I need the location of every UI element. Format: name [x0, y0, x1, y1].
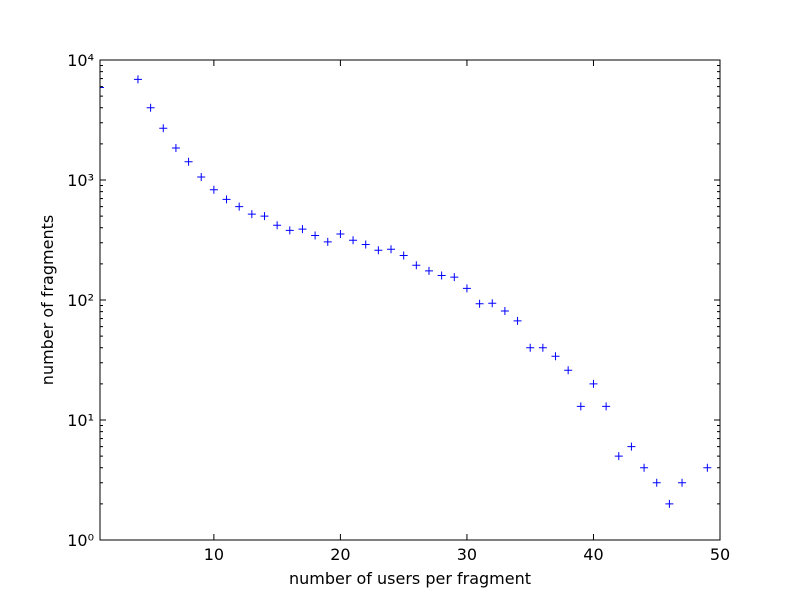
data-point [640, 463, 649, 472]
y-axis-label: number of fragments [38, 215, 57, 385]
data-point [197, 172, 206, 181]
data-point [500, 306, 509, 315]
data-point [184, 157, 193, 166]
data-point [538, 343, 547, 352]
data-point [564, 366, 573, 375]
data-point [323, 237, 332, 246]
data-point [462, 284, 471, 293]
data-point [589, 379, 598, 388]
y-tick-label: 10³ [67, 171, 94, 190]
data-point [146, 103, 155, 112]
data-point [665, 499, 674, 508]
data-point [374, 246, 383, 255]
data-point [222, 195, 231, 204]
data-point [576, 402, 585, 411]
x-tick-label: 40 [583, 545, 603, 564]
data-point [133, 75, 142, 84]
data-point [627, 442, 636, 451]
data-point [399, 251, 408, 260]
data-point [424, 266, 433, 275]
data-point [349, 236, 358, 245]
data-point [450, 273, 459, 282]
data-point [513, 316, 522, 325]
data-point [602, 402, 611, 411]
plot-area [100, 75, 712, 508]
data-point [260, 212, 269, 221]
data-point [551, 352, 560, 361]
x-tick-label: 30 [457, 545, 477, 564]
y-tick-label: 10⁴ [67, 51, 94, 70]
data-point [412, 261, 421, 270]
data-point [652, 478, 661, 487]
data-point [475, 299, 484, 308]
data-point [159, 124, 168, 133]
data-point [488, 299, 497, 308]
data-point [209, 185, 218, 194]
y-tick-label: 10² [67, 291, 94, 310]
data-point [273, 221, 282, 230]
data-point [298, 225, 307, 234]
data-point [526, 343, 535, 352]
data-point [678, 478, 687, 487]
data-point [387, 245, 396, 254]
y-tick-label: 10¹ [67, 411, 94, 430]
data-point [361, 240, 370, 249]
data-point [247, 210, 256, 219]
y-tick-label: 10⁰ [67, 531, 94, 550]
data-point [171, 143, 180, 152]
data-point [703, 463, 712, 472]
data-point [100, 83, 104, 92]
data-point [311, 231, 320, 240]
data-point [437, 271, 446, 280]
data-point [614, 452, 623, 461]
x-axis-label: number of users per fragment [289, 569, 531, 588]
data-point [336, 229, 345, 238]
data-point [285, 226, 294, 235]
data-point [235, 202, 244, 211]
x-tick-label: 20 [330, 545, 350, 564]
x-tick-label: 10 [204, 545, 224, 564]
x-tick-label: 50 [710, 545, 730, 564]
